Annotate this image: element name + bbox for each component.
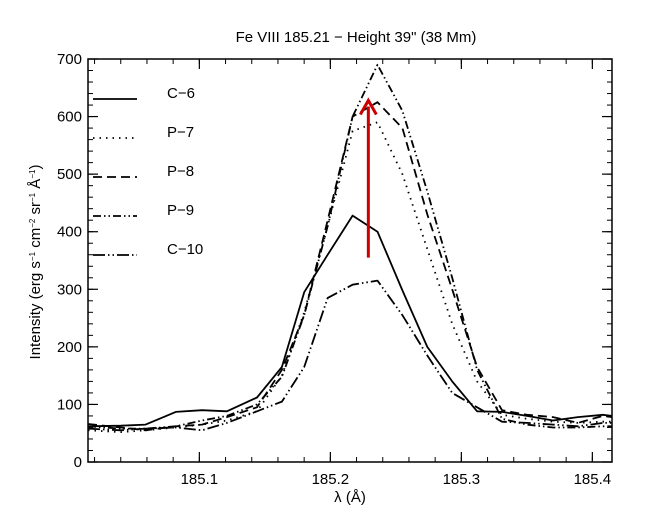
y-tick-label: 100 [57,396,82,413]
x-axis-label: λ (Å) [334,489,366,506]
x-tick-label: 185.3 [443,471,481,488]
y-tick-label: 200 [57,339,82,356]
legend-label: P−9 [167,202,194,219]
x-tick-label: 185.4 [574,471,612,488]
series-line [88,279,612,432]
y-label-text: sr [27,202,44,219]
plot-frame [87,58,613,463]
series-line [88,214,612,428]
arrow-head [359,97,378,116]
series-layer [88,63,612,434]
legend-label: P−8 [167,163,194,180]
y-axis-label: Intensity (erg s−1 cm−2 sr−1 Å−1) [27,165,44,360]
x-tick-label: 185.2 [312,471,350,488]
series-line [88,101,612,432]
legend-label: C−6 [167,85,195,102]
legend: C−6 P−7 P−8 P−9 C−10 [93,85,203,258]
x-tick-label: 185.1 [181,471,219,488]
axis-ticks: 185.1 185.2 185.3 185.4 0 100 200 300 400 500 600 7… [57,51,612,488]
y-label-superscript: −1 [28,251,37,261]
y-tick-label: 500 [57,166,82,183]
y-tick-label: 0 [74,454,82,471]
y-tick-label: 400 [57,224,82,241]
legend-label: P−7 [167,124,194,141]
legend-label: C−10 [167,241,203,258]
y-label-text: cm [27,228,44,252]
y-tick-label: 700 [57,51,82,68]
y-label-text: ) [27,165,44,170]
y-label-superscript: −1 [28,192,37,202]
series-line [88,63,612,430]
y-tick-label: 300 [57,281,82,298]
y-label-superscript: −2 [28,218,37,228]
y-label-text: Å [27,179,44,193]
y-label-text: Intensity (erg s [27,261,44,359]
chart-title: Fe VIII 185.21 − Height 39" (38 Mm) [236,29,477,46]
y-tick-label: 600 [57,109,82,126]
y-label-superscript: −1 [28,169,37,179]
annotation-layer [359,97,378,258]
